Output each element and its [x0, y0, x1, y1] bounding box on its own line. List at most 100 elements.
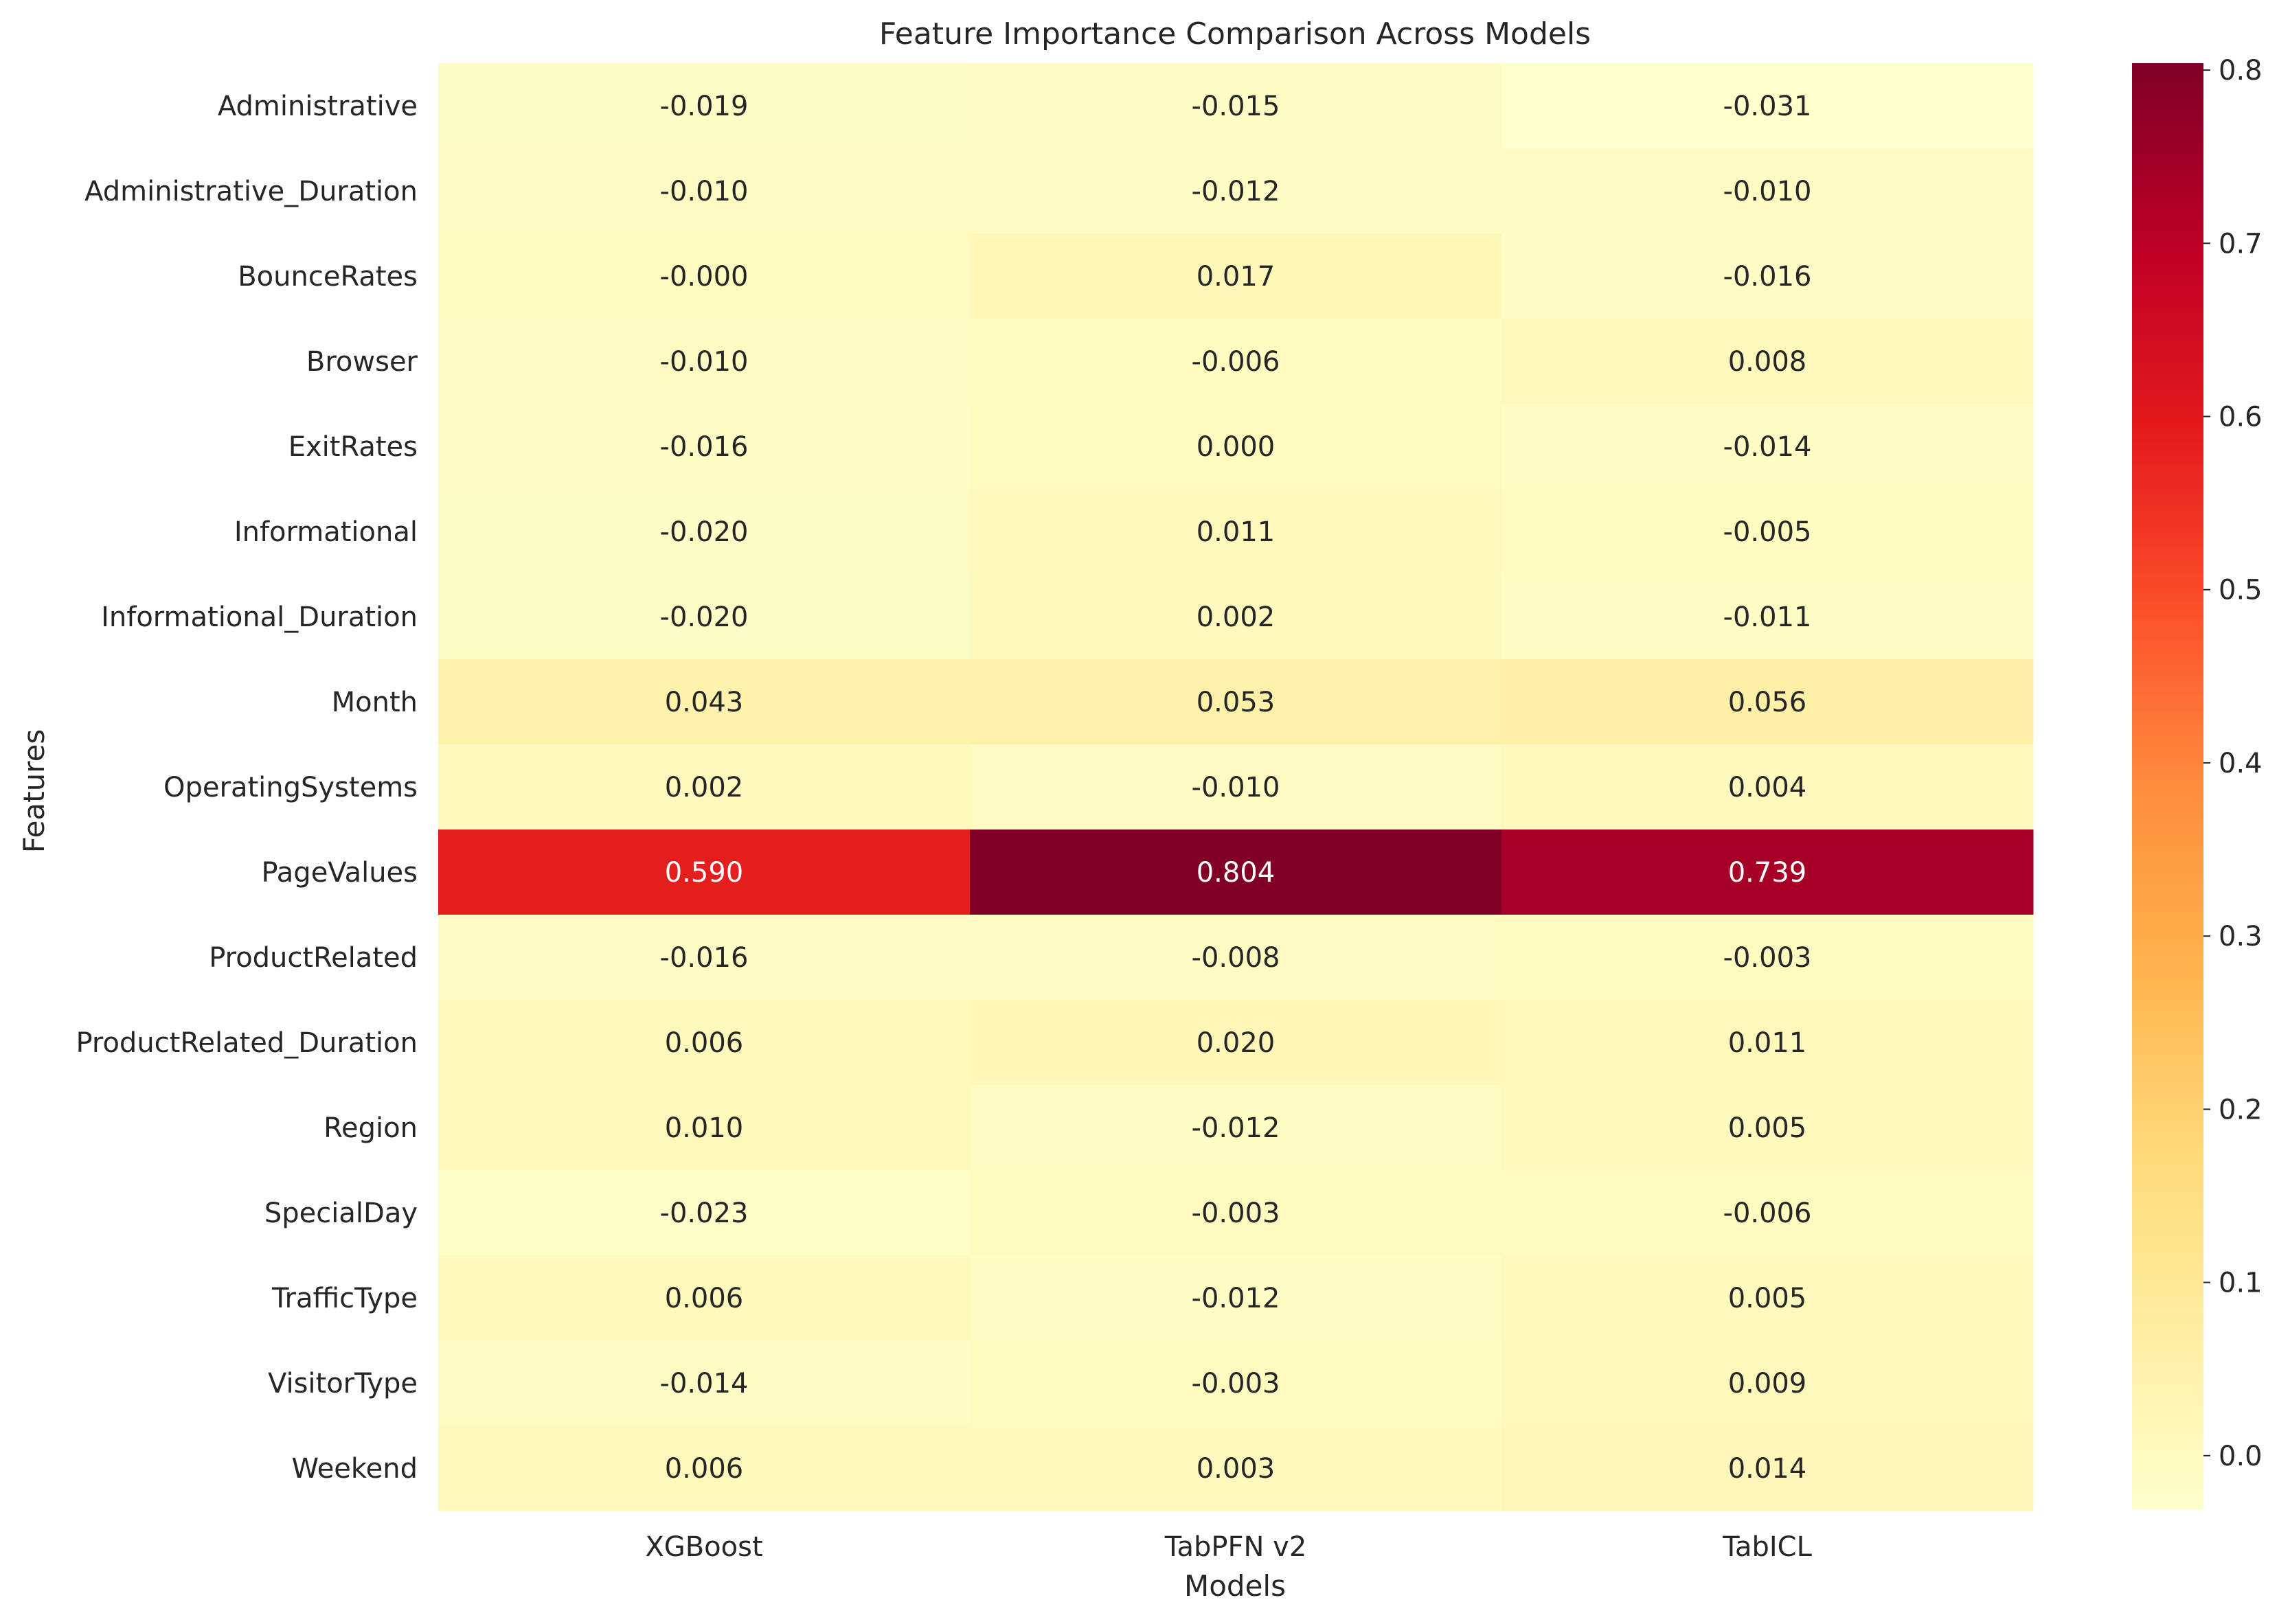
y-tick-labels: Administrative Administrative_Duration Bou… [76, 91, 418, 1485]
colorbar-tick-label: 0.8 [2219, 55, 2263, 87]
x-tick-label: TabPFN v2 [1164, 1531, 1307, 1563]
heatmap-cell [970, 63, 1502, 149]
cell-value-label: -0.031 [1723, 91, 1812, 122]
cell-value-label: -0.016 [660, 942, 749, 974]
heatmap-cell [438, 1340, 971, 1426]
cell-value-label: 0.005 [1728, 1112, 1807, 1144]
heatmap-cell [970, 915, 1502, 1000]
y-tick-label: PageValues [261, 857, 418, 889]
heatmap-cell [1501, 574, 2034, 660]
colorbar-tick-label: 0.1 [2219, 1268, 2263, 1299]
heatmap-cell [970, 1340, 1502, 1426]
colorbar-tick-label: 0.0 [2219, 1441, 2263, 1472]
y-tick-label: ExitRates [288, 431, 418, 463]
heatmap-cell [970, 489, 1502, 575]
y-tick-label: Region [324, 1112, 418, 1144]
heatmap-cell [1501, 1255, 2034, 1341]
cell-value-label: 0.020 [1197, 1027, 1276, 1059]
cell-value-label: -0.014 [660, 1368, 749, 1399]
cell-value-label: -0.012 [1192, 1283, 1280, 1314]
x-tick-labels: XGBoost TabPFN v2 TabICL [645, 1531, 1812, 1563]
cell-value-label: 0.006 [665, 1453, 744, 1485]
cell-value-label: -0.003 [1723, 942, 1812, 974]
heatmap-cell [970, 319, 1502, 404]
y-tick-label: Weekend [291, 1453, 418, 1485]
colorbar-ticks: 0.0 0.1 0.2 0.3 0.4 0.5 0.6 0.7 0.8 [2203, 55, 2263, 1472]
cell-value-label: -0.015 [1192, 91, 1280, 122]
heatmap-cell [970, 1255, 1502, 1341]
cell-value-label: -0.010 [660, 346, 749, 378]
heatmap-cell [1501, 1170, 2034, 1256]
heatmap-cell [1501, 915, 2034, 1000]
heatmap-cell [438, 1085, 971, 1171]
heatmap-cell [438, 915, 971, 1000]
heatmap-cell [1501, 233, 2034, 319]
heatmap-cell [438, 1255, 971, 1341]
cell-value-label: -0.010 [1723, 176, 1812, 207]
cell-value-label: 0.000 [1197, 431, 1276, 463]
heatmap-cell [1501, 489, 2034, 575]
heatmap-cell [438, 489, 971, 575]
cell-value-label: -0.016 [1723, 261, 1812, 293]
heatmap-cell-labels: -0.019 -0.015 -0.031 -0.010 -0.012 -0.010 -0.0… [660, 91, 1812, 1485]
y-tick-label: SpecialDay [264, 1198, 418, 1229]
cell-value-label: -0.020 [660, 516, 749, 548]
heatmap-cell [438, 404, 971, 490]
cell-value-label: 0.056 [1728, 687, 1807, 718]
cell-value-label: 0.004 [1728, 772, 1807, 803]
heatmap-cell [1501, 659, 2034, 745]
cell-value-label: 0.011 [1197, 516, 1276, 548]
heatmap-cell [438, 233, 971, 319]
y-tick-label: TrafficType [271, 1283, 418, 1314]
cell-value-label: 0.009 [1728, 1368, 1807, 1399]
y-tick-label: ProductRelated [209, 942, 418, 974]
colorbar-tick-label: 0.4 [2219, 748, 2263, 779]
cell-value-label: 0.804 [1197, 857, 1276, 889]
cell-value-label: 0.002 [665, 772, 744, 803]
colorbar-tick-label: 0.2 [2219, 1094, 2263, 1125]
heatmap-cell [438, 659, 971, 745]
y-tick-label: Month [332, 687, 418, 718]
cell-value-label: 0.002 [1197, 602, 1276, 633]
cell-value-label: 0.008 [1728, 346, 1807, 378]
heatmap-cell [1501, 1000, 2034, 1086]
cell-value-label: 0.010 [665, 1112, 744, 1144]
cell-value-label: 0.739 [1728, 857, 1807, 889]
cell-value-label: 0.014 [1728, 1453, 1807, 1485]
cell-value-label: -0.005 [1723, 516, 1812, 548]
heatmap-cell [1501, 1085, 2034, 1171]
cell-value-label: -0.010 [660, 176, 749, 207]
heatmap-cell [438, 1170, 971, 1256]
colorbar-tick-label: 0.7 [2219, 228, 2263, 260]
cell-value-label: 0.590 [665, 857, 744, 889]
heatmap-cell [970, 1085, 1502, 1171]
y-axis-label: Features [17, 729, 51, 854]
y-tick-label: Browser [306, 346, 418, 378]
heatmap-cell [438, 319, 971, 404]
cell-value-label: 0.053 [1197, 687, 1276, 718]
heatmap-cell [970, 148, 1502, 234]
cell-value-label: 0.043 [665, 687, 744, 718]
y-tick-label: Informational [234, 516, 418, 548]
cell-value-label: -0.012 [1192, 1112, 1280, 1144]
cell-value-label: -0.006 [1192, 346, 1280, 378]
cell-value-label: -0.012 [1192, 176, 1280, 207]
y-tick-label: ProductRelated_Duration [76, 1027, 418, 1059]
heatmap-cell [438, 148, 971, 234]
y-tick-label: Informational_Duration [101, 602, 418, 633]
x-tick-label: TabICL [1722, 1531, 1812, 1563]
cell-value-label: -0.011 [1723, 602, 1812, 633]
cell-value-label: -0.008 [1192, 942, 1280, 974]
heatmap-cell [970, 830, 1502, 915]
cell-value-label: -0.019 [660, 91, 749, 122]
y-tick-label: Administrative_Duration [84, 176, 418, 207]
colorbar-tick-label: 0.3 [2219, 921, 2263, 952]
heatmap-cell [438, 63, 971, 149]
cell-value-label: -0.020 [660, 602, 749, 633]
heatmap-cell [1501, 1426, 2034, 1511]
y-tick-label: BounceRates [238, 261, 418, 293]
x-axis-label: Models [1184, 1569, 1286, 1603]
cell-value-label: -0.003 [1192, 1198, 1280, 1229]
heatmap-cell [970, 744, 1502, 830]
heatmap-cell [970, 404, 1502, 490]
